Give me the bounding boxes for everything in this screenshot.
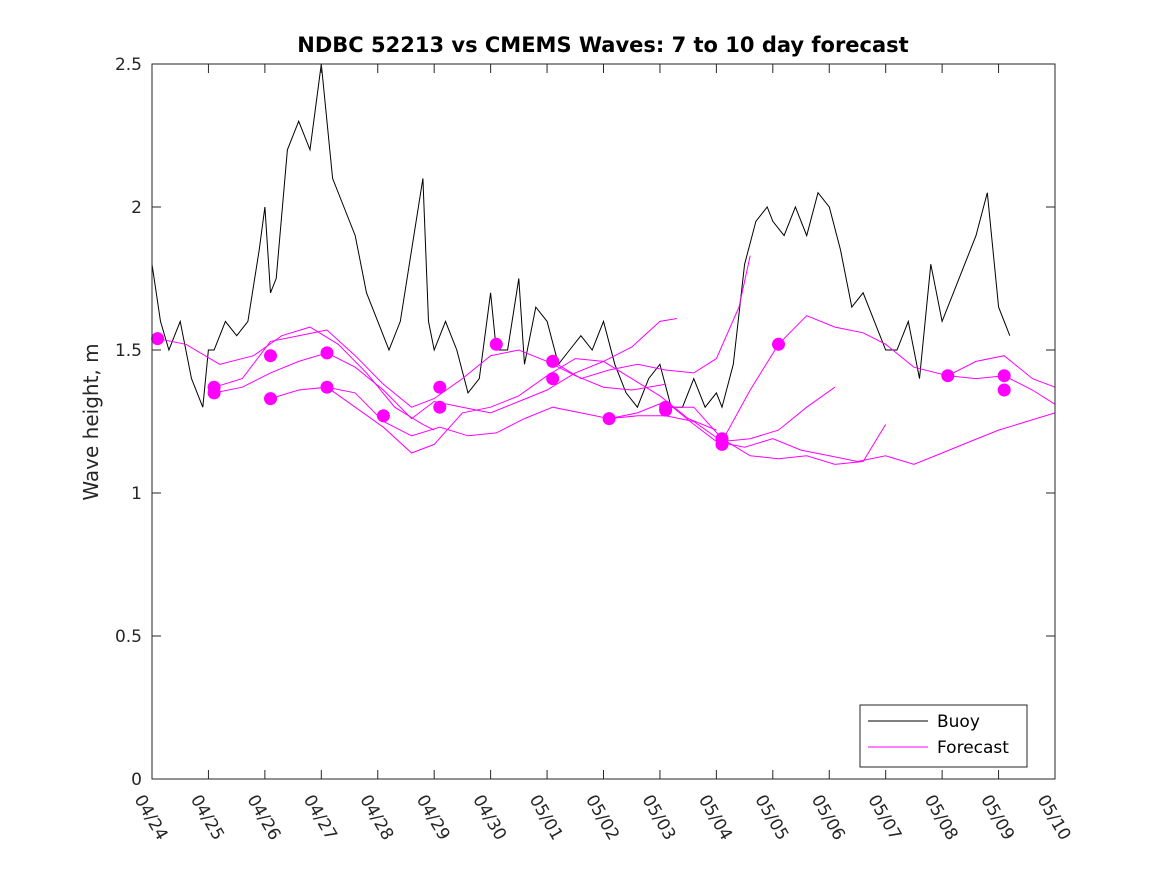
x-tick-label: 05/06	[807, 792, 849, 844]
forecast-series-line-2	[213, 329, 666, 408]
forecast-marker-point	[264, 392, 277, 406]
x-tick-label: 04/26	[243, 792, 285, 844]
x-tick-label: 05/02	[581, 792, 623, 844]
y-tick-label: 1.5	[115, 341, 142, 361]
x-tick-label: 05/03	[638, 792, 680, 844]
forecast-marker-point	[264, 349, 277, 363]
y-tick-label: 1	[131, 484, 142, 504]
forecast-marker-point	[207, 386, 221, 400]
x-tick-label: 04/25	[186, 792, 228, 844]
forecast-marker-point	[433, 400, 447, 414]
forecast-marker-point	[546, 372, 560, 386]
forecast-marker-point	[715, 437, 729, 451]
forecast-marker-point	[772, 337, 785, 351]
forecast-marker-point	[151, 332, 165, 346]
plot-series-layer	[151, 63, 1056, 465]
legend: Buoy Forecast	[859, 704, 1028, 768]
y-tick-label: 2.5	[115, 55, 142, 75]
x-tick-label: 05/10	[1033, 792, 1075, 844]
chart-title: NDBC 52213 vs CMEMS Waves: 7 to 10 day f…	[297, 33, 908, 57]
y-axis-label: Wave height, m	[79, 343, 103, 500]
y-tick-label: 2	[131, 198, 142, 218]
x-tick-label: 04/30	[468, 792, 510, 844]
x-tick-label: 04/28	[355, 792, 397, 844]
forecast-marker-point	[546, 354, 560, 368]
forecast-marker-point	[997, 369, 1011, 383]
forecast-series-line-8	[665, 406, 887, 465]
forecast-marker-point	[602, 412, 616, 426]
forecast-marker-point	[376, 409, 390, 423]
x-tick-label: 05/05	[750, 792, 792, 844]
forecast-series-line-3	[214, 318, 677, 420]
x-tick-label: 04/24	[130, 792, 172, 844]
legend-label-buoy: Buoy	[937, 712, 980, 732]
y-tick-label: 0.5	[115, 627, 142, 647]
forecast-marker-point	[320, 380, 334, 394]
x-tick-label: 04/27	[299, 792, 341, 844]
x-tick-label: 05/04	[694, 792, 736, 844]
forecast-marker-point	[659, 403, 673, 417]
forecast-series-line-5	[326, 386, 1056, 465]
forecast-marker-point	[320, 346, 334, 360]
forecast-marker-point	[433, 380, 447, 394]
forecast-marker-point	[489, 337, 503, 351]
legend-box	[859, 704, 1028, 768]
x-tick-label: 05/01	[525, 792, 567, 844]
forecast-series-line-4	[270, 358, 717, 454]
x-tick-label: 04/29	[412, 792, 454, 844]
plot-markers-layer	[151, 332, 1011, 451]
x-tick-label: 05/08	[920, 792, 962, 844]
x-tick-label: 05/07	[863, 792, 905, 844]
forecast-series-line-6	[552, 255, 751, 380]
y-tick-label: 0	[131, 770, 142, 790]
legend-label-forecast: Forecast	[937, 738, 1009, 758]
x-tick-label: 05/09	[976, 792, 1018, 844]
forecast-series-line-1	[157, 326, 435, 431]
forecast-marker-point	[941, 369, 955, 383]
buoy-series-line	[151, 63, 1011, 409]
forecast-marker-point	[997, 383, 1011, 397]
